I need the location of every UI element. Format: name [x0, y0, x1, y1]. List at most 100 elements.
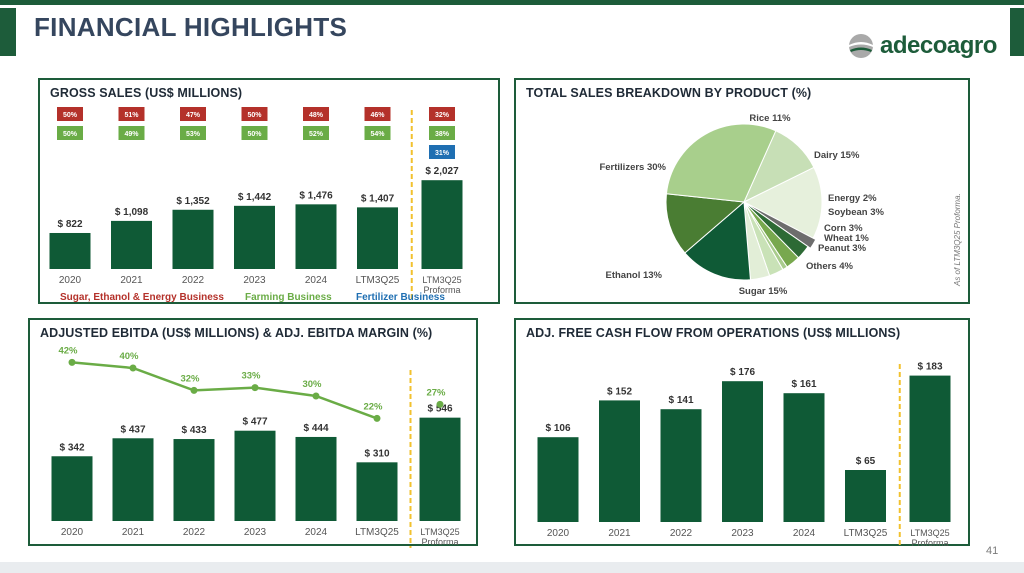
bar-0	[51, 456, 93, 521]
bar-value-label-4: $ 1,476	[299, 190, 333, 201]
right-title-strip	[1010, 8, 1024, 56]
pie-slice-1	[742, 166, 823, 239]
x-tick-label-6-1: Proforma	[421, 537, 458, 547]
pie-slice-label-4: Corn 3%	[824, 223, 863, 234]
pie-slice-label-3: Soybean 3%	[828, 207, 885, 218]
x-tick-label-1-0: 2021	[122, 527, 145, 538]
bar-value-label-2: $ 433	[181, 425, 206, 436]
margin-label-5: 22%	[363, 401, 383, 412]
pie-slice-label-6: Peanut 3%	[818, 243, 867, 254]
bar-4	[295, 436, 337, 521]
mix-badge-label-farming-5: 54%	[370, 131, 385, 138]
left-title-strip	[0, 8, 16, 56]
mix-badge-label-farming-4: 52%	[309, 131, 324, 138]
mix-badge-fertilizer-6	[429, 145, 455, 159]
x-tick-label-4-0: 2024	[305, 527, 328, 538]
bar-value-label-6: $ 2,027	[425, 166, 459, 177]
x-tick-label-2-0: 2022	[670, 528, 693, 539]
sales-breakdown-title: TOTAL SALES BREAKDOWN BY PRODUCT (%)	[526, 86, 812, 100]
bar-value-label-4: $ 161	[791, 379, 816, 390]
mix-badge-label-farming-3: 50%	[247, 131, 262, 138]
page-title: FINANCIAL HIGHLIGHTS	[34, 12, 348, 42]
bar-4	[295, 204, 337, 269]
mix-badge-farming-5	[364, 126, 391, 140]
legend-entry-0: Sugar, Ethanol & Energy Business	[60, 292, 224, 303]
adj-fcf-chart: $ 106 2020 $ 152 2021 $ 141 2022 $ 176 2023 $ 16…	[537, 362, 951, 548]
bar-2	[173, 439, 215, 521]
bar-0	[49, 232, 91, 269]
margin-label-3: 33%	[241, 371, 261, 382]
margin-label-2: 32%	[180, 373, 200, 384]
bottom-band	[0, 562, 1024, 573]
mix-badge-label-farming-1: 49%	[124, 131, 139, 138]
margin-point-2	[190, 386, 198, 394]
bar-5	[845, 470, 886, 522]
pie-slice-8	[684, 200, 751, 281]
logo-wordmark: adecoagro	[880, 32, 997, 59]
adj-fcf-title: ADJ. FREE CASH FLOW FROM OPERATIONS (US$…	[526, 326, 901, 340]
mix-badge-sugar_ethanol_energy-4	[303, 107, 329, 121]
adj-ebitda-panel: ADJUSTED EBITDA (US$ MILLIONS) & ADJ. EB…	[28, 318, 478, 548]
pie-slice-9	[665, 193, 746, 254]
pie-slice-label-7: Others 4%	[806, 261, 854, 272]
bar-value-label-1: $ 152	[607, 386, 632, 397]
gross-sales-chart: $ 822 2020 $ 1,098 2021 $ 1,352 2022 $ 1,442 20…	[49, 107, 463, 303]
x-tick-label-4-0: 2024	[305, 275, 328, 286]
bar-3	[234, 205, 275, 269]
x-tick-label-0-0: 2020	[59, 275, 82, 286]
x-tick-label-4-0: 2024	[793, 528, 816, 539]
bar-6	[419, 417, 461, 521]
margin-label-6: 27%	[426, 387, 446, 398]
pie-slice-label-0: Rice 11%	[749, 113, 791, 124]
x-tick-label-1-0: 2021	[120, 275, 143, 286]
x-tick-label-3-0: 2023	[731, 528, 754, 539]
bar-value-label-6: $ 183	[917, 362, 942, 373]
bar-2	[172, 209, 214, 269]
mix-badge-label-farming-2: 53%	[186, 131, 201, 138]
bar-2	[660, 409, 702, 522]
x-tick-label-6-0: LTM3Q25	[420, 527, 459, 537]
x-tick-label-6-1: Proforma	[423, 285, 460, 295]
mix-badge-label-sugar_ethanol_energy-3: 50%	[247, 112, 262, 119]
bar-value-label-3: $ 176	[730, 367, 755, 378]
bar-1	[112, 438, 154, 521]
adj-fcf-panel: ADJ. FREE CASH FLOW FROM OPERATIONS (US$…	[514, 318, 970, 548]
bar-1	[599, 400, 640, 522]
mix-badge-label-farming-0: 50%	[63, 131, 78, 138]
footnote: As of LTM3Q25 Proforma.	[953, 193, 962, 287]
pie-slice-label-5: Wheat 1%	[824, 233, 869, 244]
pie-slice-label-9: Ethanol 13%	[606, 270, 663, 281]
page-number: 41	[986, 545, 999, 557]
margin-point-3	[251, 384, 259, 392]
gross-sales-panel: GROSS SALES (US$ MILLIONS) $ 822 2020 $ 1,…	[38, 78, 500, 304]
pie-slice-label-2: Energy 2%	[828, 193, 877, 204]
bar-4	[783, 393, 825, 522]
margin-label-1: 40%	[119, 351, 139, 362]
margin-line	[71, 361, 378, 420]
x-tick-label-6-0: LTM3Q25	[422, 275, 461, 285]
bar-value-label-6: $ 546	[427, 404, 452, 415]
pie-slice-label-8: Sugar 15%	[739, 286, 788, 297]
x-tick-label-5-0: LTM3Q25	[844, 528, 888, 539]
mix-badge-farming-2	[180, 126, 206, 140]
x-tick-label-0-0: 2020	[547, 528, 570, 539]
bar-value-label-5: $ 1,407	[361, 193, 395, 204]
x-tick-label-3-0: 2023	[243, 275, 266, 286]
bar-value-label-0: $ 106	[545, 423, 570, 434]
bar-5	[356, 462, 398, 521]
pie-slice-2	[743, 201, 817, 249]
mix-badge-farming-0	[57, 126, 83, 140]
mix-badge-label-sugar_ethanol_energy-4: 48%	[309, 112, 324, 119]
sales-breakdown-panel: TOTAL SALES BREAKDOWN BY PRODUCT (%) Ric…	[514, 78, 970, 304]
x-tick-label-5-0: LTM3Q25	[356, 275, 400, 286]
margin-point-4	[312, 392, 320, 400]
margin-point-1	[129, 364, 137, 372]
bar-value-label-1: $ 437	[120, 424, 145, 435]
mix-badge-label-sugar_ethanol_energy-5: 46%	[370, 112, 385, 119]
margin-point-5	[373, 414, 381, 422]
mix-badge-label-sugar_ethanol_energy-2: 47%	[186, 112, 201, 119]
legend-entry-2: Fertilizer Business	[356, 292, 445, 303]
mix-badge-farming-4	[303, 126, 329, 140]
mix-badge-sugar_ethanol_energy-1	[118, 107, 145, 121]
bar-value-label-5: $ 65	[856, 456, 876, 467]
